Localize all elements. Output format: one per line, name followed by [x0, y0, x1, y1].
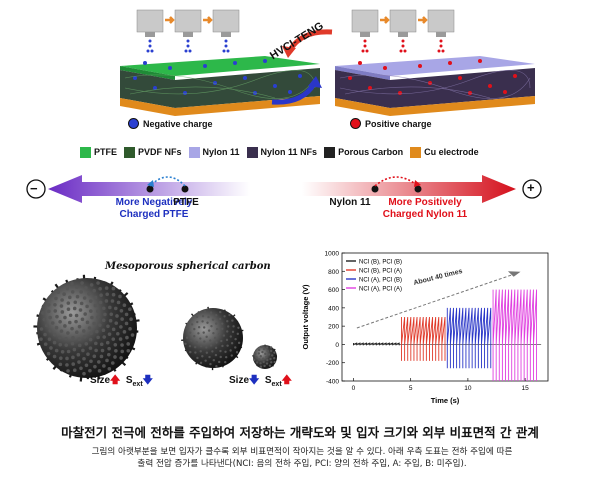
x-axis-label: Time (s) — [431, 396, 460, 405]
spray-nozzles — [351, 9, 455, 37]
positive-charge-label: Positive charge — [365, 118, 432, 129]
x-tick-label: 5 — [409, 385, 413, 392]
y-tick-label: 400 — [328, 305, 339, 312]
trend-arrow — [356, 272, 518, 329]
charge-streams — [361, 39, 445, 53]
legend-label: Cu electrode — [424, 147, 479, 157]
legend-swatch — [124, 146, 136, 158]
caption-line-2: 출력 전압 증가를 나타낸다(NCI: 음의 전하 주입, PCI: 양의 전하… — [137, 459, 467, 469]
more-negative-label: More Negatively Charged PTFE — [115, 197, 193, 220]
positive-arrow — [302, 175, 516, 203]
negative-charge-legend: Negative charge — [128, 118, 213, 129]
minus-circle-icon — [26, 179, 46, 199]
medium-sphere — [181, 306, 244, 371]
series-3 — [492, 289, 538, 381]
x-tick-label: 15 — [521, 385, 529, 392]
negative-teng-device — [120, 9, 320, 116]
cu-electrode — [335, 96, 535, 116]
series-2 — [446, 307, 492, 369]
x-tick-label: 10 — [464, 385, 472, 392]
trend-annotation: About 40 times — [413, 268, 463, 287]
nylon-layer — [335, 56, 535, 76]
y-tick-label: 800 — [328, 269, 339, 276]
exchange-arrow-icon — [271, 29, 333, 105]
plot-frame — [341, 252, 549, 382]
legend-item: Nylon 11 NFs — [246, 146, 318, 158]
positive-charge-icon — [350, 118, 361, 129]
y-tick-label: 0 — [335, 342, 339, 349]
more-positive-label: More Positively Charged Nylon 11 — [382, 197, 468, 220]
y-tick-label: -200 — [326, 360, 339, 367]
legend-item: PTFE — [80, 146, 118, 158]
ptfe-scale-label: PTFE — [173, 197, 199, 208]
legend-item: PVDF NFs — [124, 146, 182, 158]
y-axis-label: Output voltage (V) — [301, 284, 310, 349]
y-tick-label: 200 — [328, 324, 339, 331]
material-legend: PTFE PVDF NFs Nylon 11 Nylon 11 NFs Porous C… — [80, 143, 550, 161]
triboelectric-scale — [26, 175, 542, 203]
y-tick-label: 600 — [328, 287, 339, 294]
ptfe-layer — [120, 56, 320, 76]
chart-legend-label: NCI (B), PCI (B) — [359, 259, 402, 265]
large-sphere — [33, 274, 140, 382]
size-up-arrow-icon: 🡅 — [110, 375, 121, 386]
y-tick-label: 1000 — [325, 251, 340, 258]
legend-item: Cu electrode — [410, 146, 479, 158]
small-sphere — [252, 344, 278, 369]
legend-swatch — [80, 146, 91, 158]
caption-body: 그림의 아랫부분을 보면 입자가 클수록 외부 비표면적이 작아지는 것을 알 … — [22, 446, 582, 470]
charge-streams — [146, 39, 230, 53]
negative-charge-label: Negative charge — [143, 118, 213, 129]
chart-legend-label: NCI (B), PCI (A) — [359, 268, 402, 274]
legend-label: Porous Carbon — [338, 147, 404, 157]
legend-label: PTFE — [94, 147, 118, 157]
chart-legend-label: NCI (A), PCI (B) — [359, 277, 402, 283]
chart-legend-label: NCI (A), PCI (A) — [359, 286, 402, 292]
x-tick-label: 0 — [352, 385, 356, 392]
series-1 — [401, 316, 446, 361]
legend-swatch — [188, 146, 200, 158]
legend-item: Porous Carbon — [324, 146, 404, 158]
output-voltage-chart: -400 -200 0 200 400 600 800 1000 0 5 10 15 Time (s) O… — [301, 251, 549, 405]
series-0 — [352, 342, 400, 346]
size-sext-label-small: Size🡇 Sext🡅 — [229, 375, 292, 388]
y-tick-label: -400 — [326, 379, 339, 386]
spheres-illustration — [33, 274, 278, 382]
legend-label: Nylon 11 — [202, 147, 240, 157]
plus-circle-icon — [522, 179, 542, 199]
spray-nozzles — [136, 9, 240, 37]
nylon-scale-label: Nylon 11 — [329, 197, 371, 208]
plus-sign: + — [527, 180, 535, 195]
legend-swatch — [246, 146, 258, 158]
trend-arrowhead-icon — [507, 271, 521, 277]
size-down-arrow-icon: 🡇 — [249, 375, 260, 386]
legend-swatch — [324, 146, 336, 158]
negative-charge-icon — [128, 118, 139, 129]
positive-charge-legend: Positive charge — [350, 118, 432, 129]
sext-up-arrow-icon: 🡅 — [281, 375, 292, 386]
caption-title: 마찰전기 전극에 전하를 주입하여 저장하는 개략도와 및 입자 크기와 외부 … — [61, 425, 539, 440]
legend-label: PVDF NFs — [138, 147, 182, 157]
size-sext-label-large: Size🡅 Sext🡇 — [90, 375, 153, 388]
legend-swatch — [410, 146, 422, 158]
cu-electrode — [120, 96, 320, 116]
minus-sign: − — [30, 181, 38, 196]
positive-teng-device — [335, 9, 535, 116]
legend-label: Nylon 11 NFs — [260, 147, 318, 157]
legend-item: Nylon 11 — [188, 146, 240, 158]
spheres-title: Mesoporous spherical carbon — [105, 261, 271, 272]
sext-down-arrow-icon: 🡇 — [142, 375, 153, 386]
caption-line-1: 그림의 아랫부분을 보면 입자가 클수록 외부 비표면적이 작아지는 것을 알 … — [91, 447, 513, 457]
